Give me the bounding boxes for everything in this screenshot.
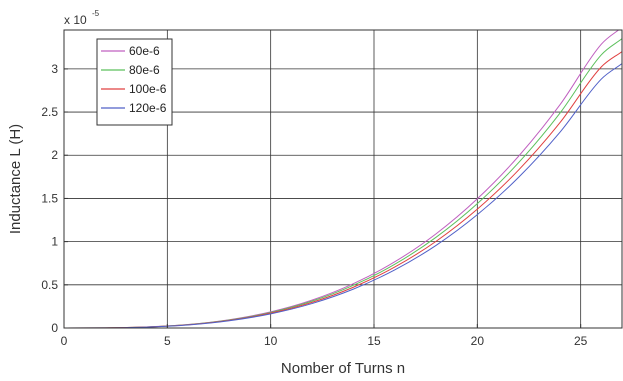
y-tick-label: 0.5 — [41, 278, 58, 292]
y-tick-label: 3 — [51, 62, 58, 76]
y-tick-label: 1.5 — [41, 191, 58, 205]
legend-box — [96, 38, 173, 126]
y-tick-label: 2.5 — [41, 105, 58, 119]
y-tick-label: 2 — [51, 148, 58, 162]
legend-label: 80e-6 — [129, 63, 160, 77]
y-multiplier-exponent: -5 — [92, 9, 100, 18]
x-tick-label: 15 — [367, 334, 381, 348]
y-tick-label: 1 — [51, 235, 58, 249]
legend-label: 100e-6 — [129, 82, 167, 96]
y-tick-label: 0 — [51, 321, 58, 335]
y-axis-label: Inductance L (H) — [7, 124, 24, 234]
x-tick-label: 20 — [471, 334, 485, 348]
plot-frame — [63, 29, 623, 329]
plot-lines — [64, 30, 622, 328]
x-tick-label: 0 — [61, 334, 68, 348]
legend-label: 60e-6 — [129, 44, 160, 58]
y-multiplier-base: x 10 — [64, 13, 87, 27]
ticks: 0 5 10 15 20 25 0 0.5 1 1.5 2 2.5 3 — [41, 62, 587, 348]
x-tick-label: 25 — [574, 334, 588, 348]
legend-label: 120e-6 — [129, 101, 167, 115]
series-line-120e-6 — [64, 63, 622, 328]
x-tick-label: 5 — [164, 334, 171, 348]
x-axis-label: Nomber of Turns n — [281, 360, 405, 377]
x-tick-label: 10 — [264, 334, 278, 348]
legend: 60e-6 80e-6 100e-6 120e-6 — [96, 38, 173, 126]
